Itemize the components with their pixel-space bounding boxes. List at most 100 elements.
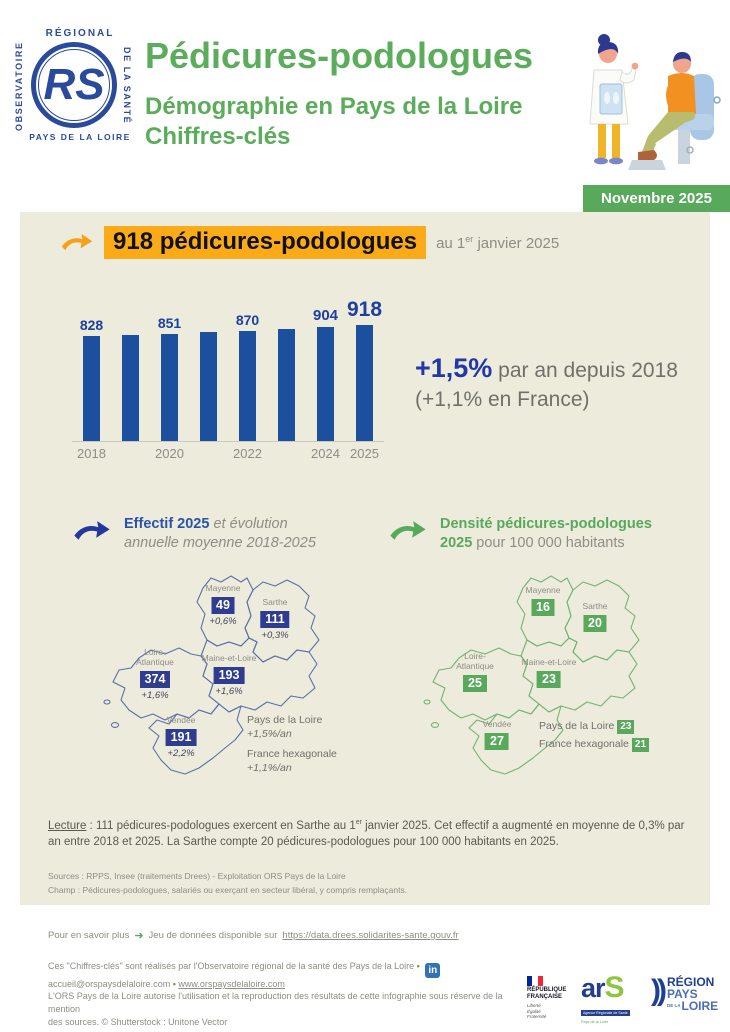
headline-date: au 1er janvier 2025 [436, 233, 560, 252]
dept-vendee-effectif: Vendée 191 +2,2% [165, 715, 197, 760]
dept-mayenne-effectif: Mayenne 49 +0,6% [205, 583, 241, 628]
green-arrow-icon [390, 521, 426, 540]
bar [278, 329, 295, 441]
headline-row: 918 pédicures-podologues au 1er janvier … [60, 226, 559, 259]
x-axis-tick: 2020 [155, 446, 184, 461]
page-title: Pédicures-podologues [145, 35, 534, 76]
densite-badge: 16 [531, 598, 555, 617]
dept-maine-et-loire-densite: Maine-et-Loire 23 [522, 657, 576, 689]
bar [83, 336, 100, 441]
dept-sarthe-densite: Sarthe 20 [582, 601, 608, 633]
densite-badge: 27 [485, 732, 509, 751]
region-outline-blue [103, 575, 320, 775]
region-marks-icon: )) [651, 974, 667, 1007]
subtitle-line2: Chiffres-clés [145, 122, 291, 150]
email-link[interactable]: accueil@orspaysdelaloire.com [48, 979, 171, 989]
drees-data-link[interactable]: https://data.drees.solidarites-sante.gou… [282, 930, 459, 941]
dept-loire-atlantique-effectif: Loire-Atlantique 374 +1,6% [136, 647, 174, 701]
bar-column [267, 326, 306, 441]
page-subtitle: Démographie en Pays de la Loire Chiffres… [145, 92, 585, 152]
bar [356, 325, 373, 441]
champ-line: Champ : Pédicures-podologues, salariés o… [48, 884, 408, 895]
website-link[interactable]: www.orspaysdelaloire.com [178, 979, 285, 989]
podiatrist-shoe-left [594, 157, 608, 165]
ors-logo-text-left: OBSERVATOIRE [14, 41, 24, 131]
x-axis-tick [111, 446, 150, 461]
bar-column: 828 [72, 317, 111, 441]
effectif-badge: 111 [260, 610, 290, 629]
growth-france: (+1,1% en France) [415, 388, 590, 412]
bar-column [189, 329, 228, 441]
x-axis-tick: 2025 [350, 446, 379, 461]
ors-logo: RÉGIONAL OBSERVATOIRE DE LA SANTÉ PAYS D… [14, 28, 134, 142]
xray-foot-right [613, 92, 619, 104]
xray-foot-left [604, 92, 610, 104]
dept-loire-atlantique-densite: Loire-Atlantique 25 [446, 651, 504, 692]
densite-title: Densité pédicures-podologues 2025 pour 1… [440, 516, 652, 551]
x-axis-tick [267, 446, 306, 461]
growth-text: par an depuis 2018 [492, 359, 678, 382]
effectif-badge: 49 [211, 596, 235, 615]
bar [161, 333, 178, 441]
savoir-label: Pour en savoir plus [48, 930, 130, 941]
dept-sarthe-effectif: Sarthe 111 +0,3% [260, 597, 290, 642]
bar [122, 334, 139, 441]
growth-stat: +1,5% par an depuis 2018 (+1,1% en Franc… [415, 350, 678, 415]
x-axis-tick: 2022 [233, 446, 262, 461]
ors-logo-monogram: RS [43, 60, 105, 109]
xray-sheet [599, 83, 623, 115]
densite-badge: 25 [463, 674, 487, 692]
linkedin-icon[interactable]: in [425, 963, 441, 978]
region-pays-de-la-loire-logo: )) RÉGION PAYS DE LA LOIRE [651, 974, 719, 1013]
bar [317, 326, 334, 441]
french-flag-icon [527, 976, 543, 986]
bar-column [111, 332, 150, 441]
lecture-note: Lecture : 111 pédicures-podologues exerc… [48, 819, 685, 849]
bar [200, 332, 217, 441]
x-axis-tick [189, 446, 228, 461]
podiatrist-patient-illustration [589, 34, 721, 170]
x-axis-tick: 2024 [311, 446, 340, 461]
savoir-plus-row: Pour en savoir plus ➜ Jeu de données dis… [48, 929, 459, 942]
ors-logo-text-right: DE LA SANTÉ [122, 47, 132, 125]
densite-badge: 23 [537, 670, 561, 689]
savoir-text: Jeu de données disponible sur [148, 930, 278, 941]
densite-mini-badge: 21 [631, 738, 650, 752]
bar-chart-bars: 828 851 870 904 918 [72, 296, 384, 442]
bar-value-label: 828 [79, 317, 104, 334]
podiatrist-leg-left [598, 124, 606, 158]
credits-text: Ces "Chiffres-clés" sont réalisés par l'… [48, 961, 415, 971]
bar-column: 851 [150, 315, 189, 441]
republique-francaise-logo: RÉPUBLIQUE FRANÇAISE Liberté Égalité Frater… [527, 976, 569, 1020]
dept-maine-et-loire-effectif: Maine-et-Loire 193 +1,6% [201, 653, 257, 698]
date-badge: Novembre 2025 [583, 185, 730, 212]
small-green-arrow-icon: ➜ [134, 930, 144, 942]
footrest [628, 160, 666, 170]
dept-vendee-densite: Vendée 27 [483, 719, 511, 751]
effectif-badge: 193 [213, 666, 245, 685]
effectif-title-strong: Effectif 2025 [124, 516, 210, 532]
growth-value: +1,5% [415, 353, 493, 383]
effectif-header: Effectif 2025 et évolution annuelle moye… [72, 515, 372, 553]
podiatrist-leg-right [612, 124, 620, 158]
patient-thigh [648, 112, 695, 144]
orange-arrow-icon [61, 233, 93, 250]
partner-logos: RÉPUBLIQUE FRANÇAISE Liberté Égalité Frater… [527, 971, 719, 1024]
sources-note: Sources : RPPS, Insee (traitements Drees… [48, 870, 407, 897]
bar-value-label: 904 [312, 306, 339, 324]
sources-line: Sources : RPPS, Insee (traitements Drees… [48, 871, 346, 881]
chair-leg [678, 130, 690, 164]
densite-mini-badge: 23 [617, 720, 635, 734]
ars-logo: arS Agence Régionale de Santé Pays de la… [581, 971, 630, 1024]
patient-shoe [638, 150, 657, 160]
bar-value-label: 918 [346, 298, 383, 321]
blue-arrow-icon [74, 521, 110, 540]
podiatrist-arm-raised [619, 67, 637, 84]
region-outline-green [423, 575, 640, 775]
densite-badge: 20 [583, 614, 607, 633]
ors-logo-text-top: RÉGIONAL [45, 28, 115, 39]
patient-hair [673, 52, 691, 62]
densite-map: Mayenne 16 Sarthe 20 Loire-Atlantique 25… [415, 572, 705, 812]
bar-column: 904 [306, 307, 345, 441]
ors-logo-text-bottom: PAYS DE LA LOIRE [29, 132, 131, 142]
